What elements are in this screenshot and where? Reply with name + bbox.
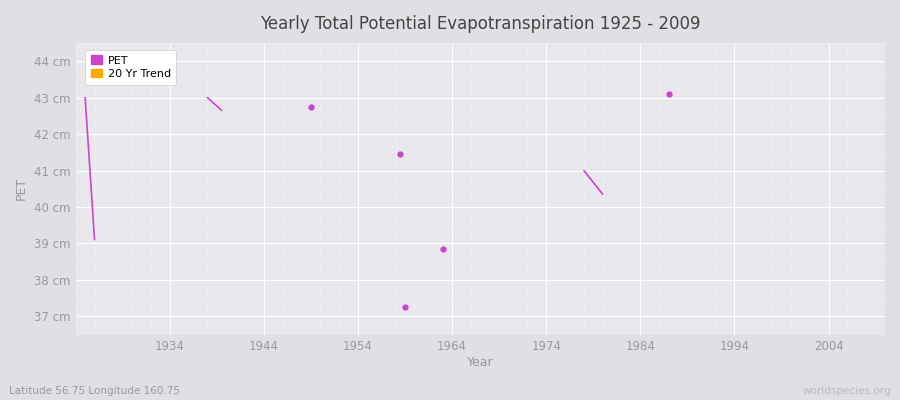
Text: worldspecies.org: worldspecies.org (803, 386, 891, 396)
X-axis label: Year: Year (467, 356, 494, 369)
Legend: PET, 20 Yr Trend: PET, 20 Yr Trend (86, 50, 176, 84)
Title: Yearly Total Potential Evapotranspiration 1925 - 2009: Yearly Total Potential Evapotranspiratio… (260, 15, 700, 33)
Text: Latitude 56.75 Longitude 160.75: Latitude 56.75 Longitude 160.75 (9, 386, 180, 396)
Y-axis label: PET: PET (15, 177, 28, 200)
